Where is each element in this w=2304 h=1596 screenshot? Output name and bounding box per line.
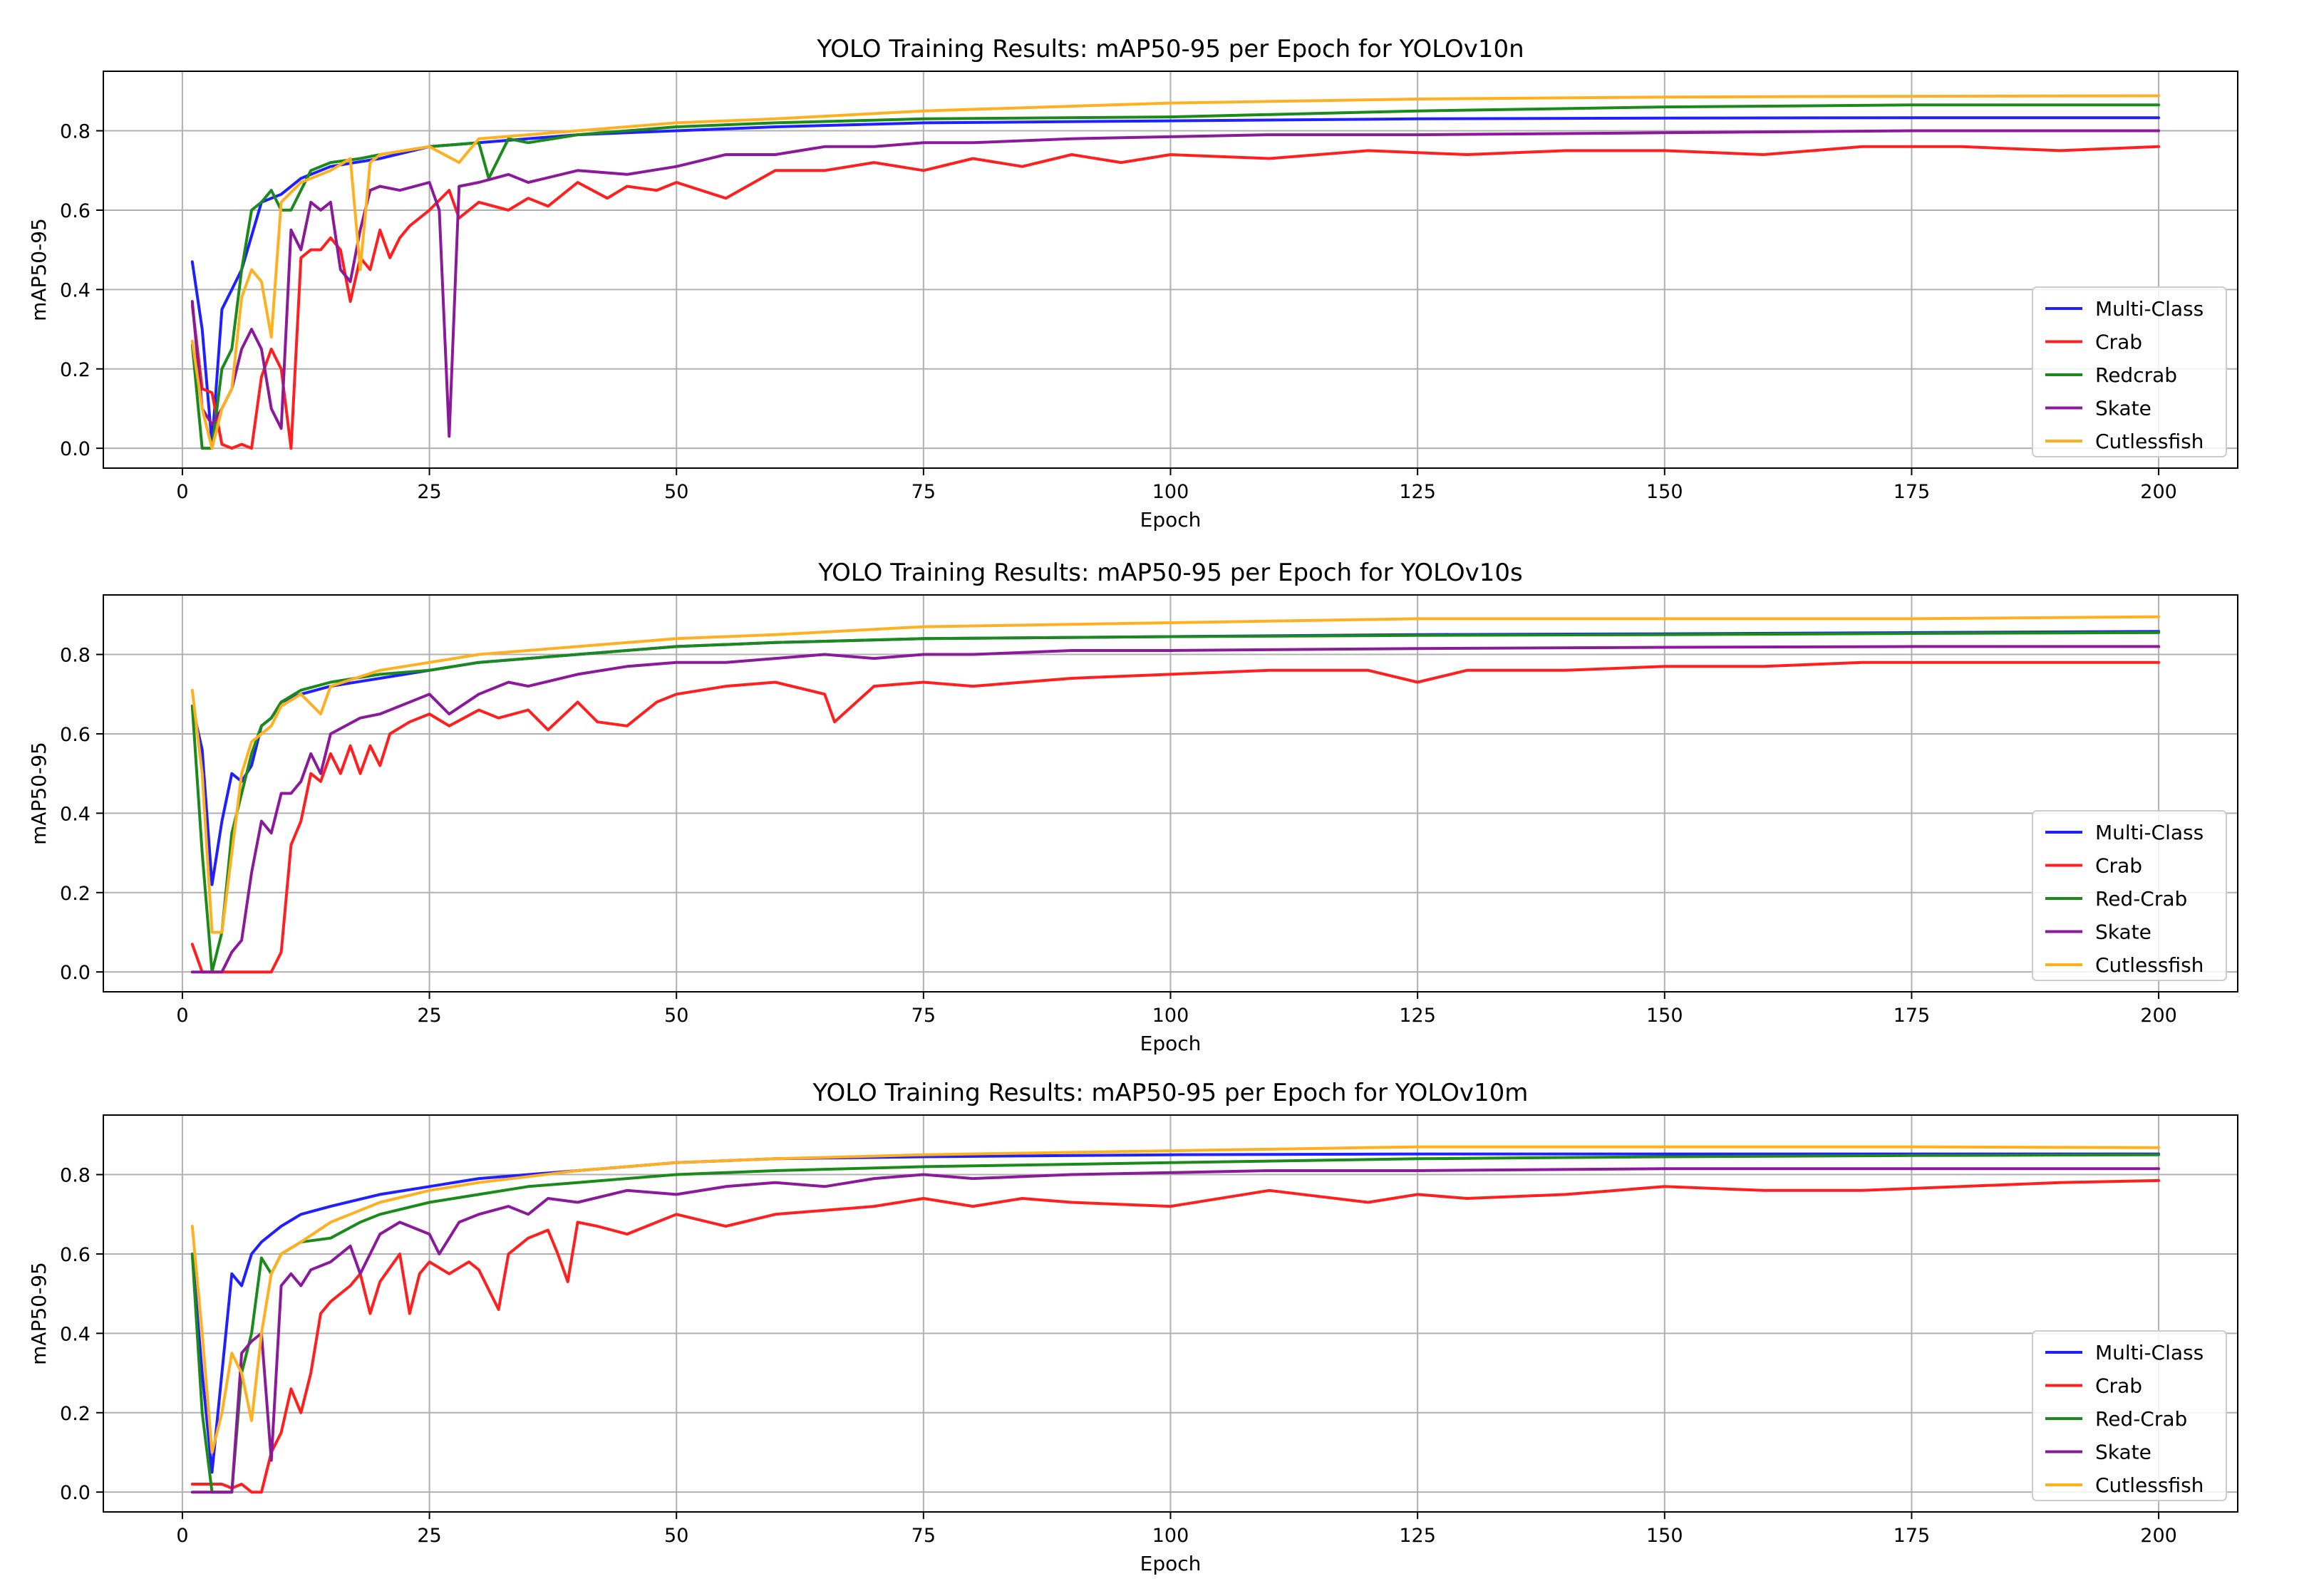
x-tick-label: 150 xyxy=(1646,1525,1683,1547)
x-tick-label: 25 xyxy=(417,481,441,503)
x-tick-label: 100 xyxy=(1152,1005,1189,1027)
y-tick-label: 0.6 xyxy=(60,200,91,222)
y-axis-label: mAP50-95 xyxy=(27,742,51,845)
y-tick-label: 0.8 xyxy=(60,121,91,143)
series-line-skate xyxy=(190,129,2161,438)
chart-title: YOLO Training Results: mAP50-95 per Epoc… xyxy=(817,559,1522,587)
legend-label-redcrab: Redcrab xyxy=(2095,363,2177,387)
y-tick-label: 0.4 xyxy=(60,1323,91,1345)
x-axis-label: Epoch xyxy=(1140,1032,1202,1055)
legend-box xyxy=(2032,810,2227,981)
x-tick-label: 100 xyxy=(1152,481,1189,503)
y-tick-label: 0.6 xyxy=(60,724,91,746)
legend-label-cutlessfish: Cutlessfish xyxy=(2095,1473,2204,1497)
x-tick-label: 0 xyxy=(176,1525,188,1547)
legend-label-multi-class: Multi-Class xyxy=(2095,821,2204,844)
series-group xyxy=(190,94,2161,450)
legend-label-skate: Skate xyxy=(2095,1441,2151,1464)
y-tick-label: 0.8 xyxy=(60,645,91,667)
y-axis-label: mAP50-95 xyxy=(27,218,51,321)
x-tick-label: 75 xyxy=(911,1005,936,1027)
legend-label-multi-class: Multi-Class xyxy=(2095,1341,2204,1364)
x-tick-label: 150 xyxy=(1646,481,1683,503)
series-line-cutlessfish xyxy=(190,615,2161,934)
chart-panel-1: 0 25 50 75 100 125 150 175 200 0.0 0.2 0.4 0.6 0.8 YOL… xyxy=(27,35,2238,532)
chart-title: YOLO Training Results: mAP50-95 per Epoc… xyxy=(812,1079,1529,1107)
y-tick-label: 0.2 xyxy=(60,883,91,905)
x-tick-label: 175 xyxy=(1894,481,1931,503)
x-tick-label: 125 xyxy=(1399,1005,1436,1027)
series-line-crab xyxy=(190,145,2161,450)
x-tick-label: 50 xyxy=(664,481,688,503)
legend: Multi-Class Crab Red-Crab Skate Cutlessfish xyxy=(2032,1330,2227,1501)
series-line-skate xyxy=(190,645,2161,974)
series-line-crab xyxy=(190,1178,2161,1494)
legend-label-skate: Skate xyxy=(2095,397,2151,420)
x-axis-label: Epoch xyxy=(1140,1552,1202,1575)
x-tick-label: 200 xyxy=(2140,1525,2177,1547)
chart-panel-3: 0 25 50 75 100 125 150 175 200 0.0 0.2 0.4 0.6 0.8 YOL… xyxy=(27,1079,2238,1575)
series-line-cutlessfish xyxy=(190,1145,2161,1454)
chart-panel-2: 0 25 50 75 100 125 150 175 200 0.0 0.2 0.4 0.6 0.8 YOL… xyxy=(27,559,2238,1055)
x-tick-label: 25 xyxy=(417,1005,441,1027)
x-tick-label: 125 xyxy=(1399,481,1436,503)
x-tick-label: 175 xyxy=(1894,1005,1931,1027)
legend-label-red-crab: Red-Crab xyxy=(2095,887,2187,911)
legend-label-skate: Skate xyxy=(2095,921,2151,944)
y-tick-label: 0.4 xyxy=(60,279,91,301)
y-tick-label: 0.0 xyxy=(60,438,91,460)
y-tick-label: 0.2 xyxy=(60,359,91,381)
x-tick-label: 50 xyxy=(664,1005,688,1027)
legend: Multi-Class Crab Red-Crab Skate Cutlessfish xyxy=(2032,810,2227,981)
y-tick-label: 0.4 xyxy=(60,803,91,825)
x-tick-label: 200 xyxy=(2140,481,2177,503)
x-tick-label: 0 xyxy=(176,1005,188,1027)
series-group xyxy=(190,1145,2161,1494)
legend-label-cutlessfish: Cutlessfish xyxy=(2095,953,2204,977)
grid xyxy=(103,1115,2238,1512)
series-group xyxy=(190,615,2161,974)
x-tick-label: 75 xyxy=(911,481,936,503)
x-tick-label: 125 xyxy=(1399,1525,1436,1547)
legend-label-cutlessfish: Cutlessfish xyxy=(2095,430,2204,453)
series-line-crab xyxy=(190,660,2161,974)
x-tick-label: 200 xyxy=(2140,1005,2177,1027)
x-tick-label: 175 xyxy=(1894,1525,1931,1547)
x-tick-label: 150 xyxy=(1646,1005,1683,1027)
legend-box xyxy=(2032,286,2227,457)
x-tick-label: 75 xyxy=(911,1525,936,1547)
legend-label-crab: Crab xyxy=(2095,1374,2142,1398)
legend-label-crab: Crab xyxy=(2095,331,2142,354)
series-line-skate xyxy=(190,1167,2161,1494)
y-axis-label: mAP50-95 xyxy=(27,1262,51,1365)
y-tick-label: 0.0 xyxy=(60,962,91,984)
legend: Multi-Class Crab Redcrab Skate Cutlessfish xyxy=(2032,286,2227,457)
legend-label-crab: Crab xyxy=(2095,854,2142,878)
series-line-multi-class xyxy=(190,116,2161,446)
series-line-multi-class xyxy=(190,1152,2161,1474)
y-tick-label: 0.0 xyxy=(60,1482,91,1504)
legend-label-multi-class: Multi-Class xyxy=(2095,297,2204,321)
x-tick-label: 25 xyxy=(417,1525,441,1547)
y-tick-label: 0.2 xyxy=(60,1403,91,1425)
y-tick-label: 0.6 xyxy=(60,1244,91,1266)
x-tick-label: 50 xyxy=(664,1525,688,1547)
legend-box xyxy=(2032,1330,2227,1501)
chart-title: YOLO Training Results: mAP50-95 per Epoc… xyxy=(816,35,1524,63)
x-tick-label: 0 xyxy=(176,481,188,503)
series-line-cutlessfish xyxy=(190,94,2161,450)
x-tick-label: 100 xyxy=(1152,1525,1189,1547)
legend-label-red-crab: Red-Crab xyxy=(2095,1407,2187,1431)
x-axis-label: Epoch xyxy=(1140,508,1202,532)
y-tick-label: 0.8 xyxy=(60,1165,91,1187)
